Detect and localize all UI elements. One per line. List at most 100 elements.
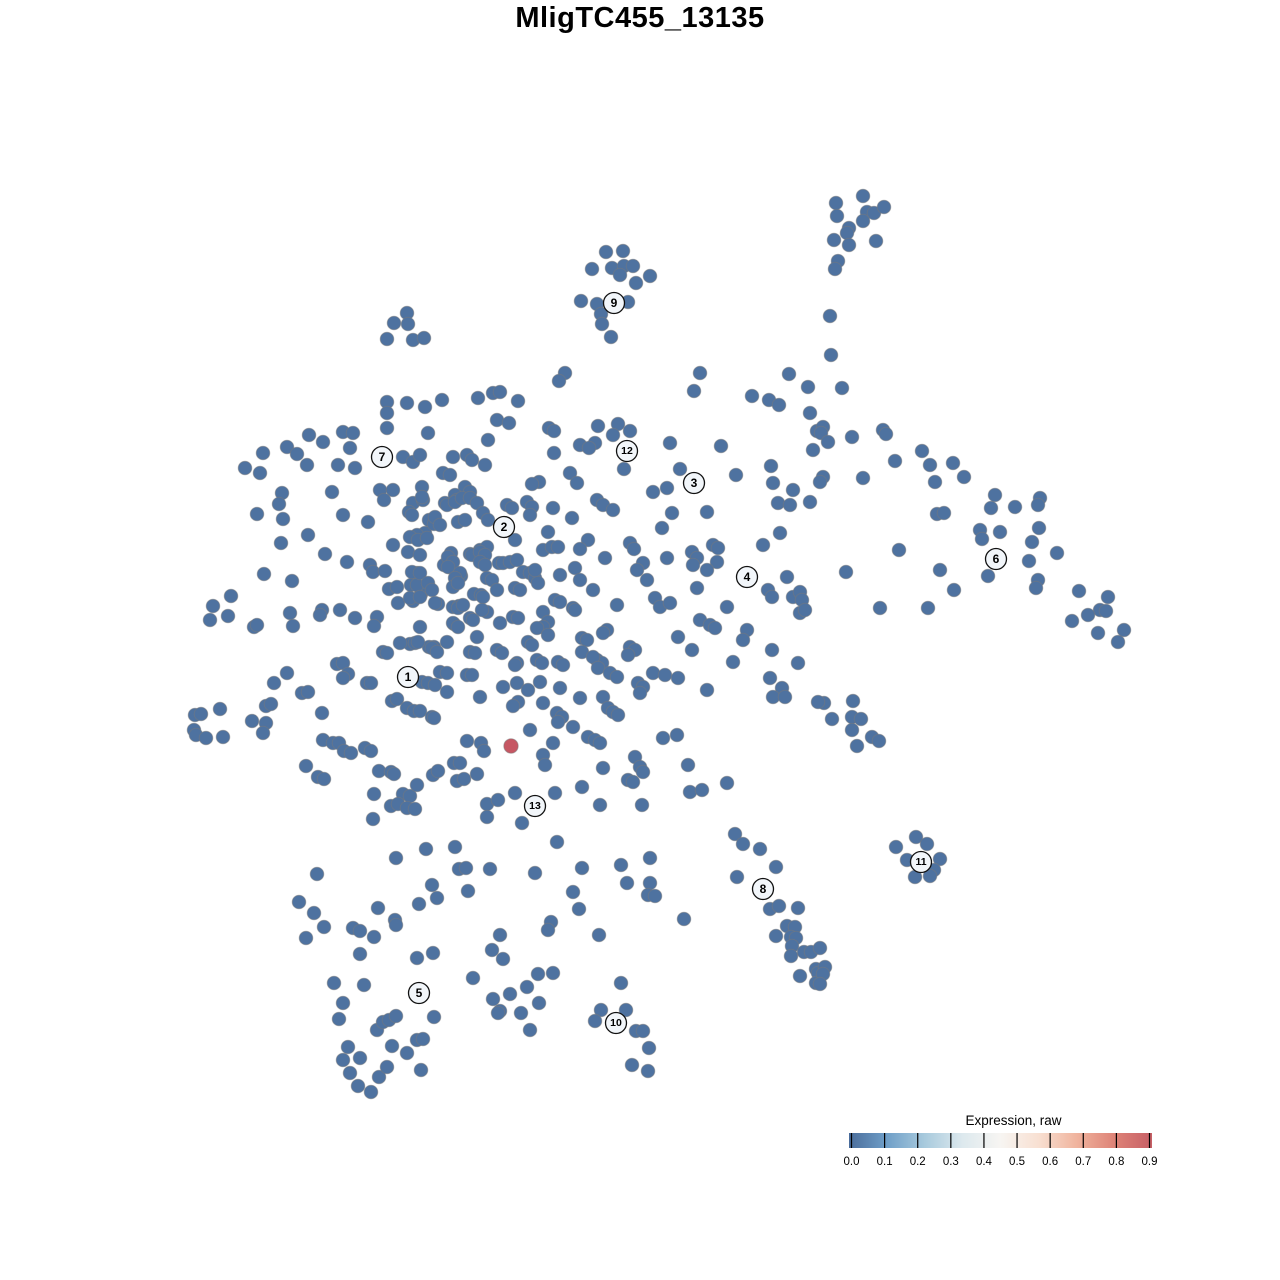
cluster-label-circle — [370, 445, 394, 469]
data-point — [635, 1023, 651, 1039]
data-point — [389, 691, 405, 707]
data-point — [470, 390, 486, 406]
data-point — [298, 758, 314, 774]
data-point — [655, 730, 671, 746]
data-point — [613, 857, 629, 873]
data-point — [489, 412, 505, 428]
data-point — [371, 1069, 387, 1085]
data-point — [507, 532, 523, 548]
data-point — [785, 482, 801, 498]
data-point — [594, 316, 610, 332]
data-point — [363, 743, 379, 759]
data-point — [249, 506, 265, 522]
data-point — [888, 839, 904, 855]
data-point — [458, 860, 474, 876]
data-point — [772, 525, 788, 541]
data-point — [657, 667, 673, 683]
data-point — [424, 582, 440, 598]
data-point — [603, 329, 619, 345]
data-point — [425, 945, 441, 961]
data-point — [640, 1063, 656, 1079]
data-point — [605, 502, 621, 518]
data-point — [551, 373, 567, 389]
data-point — [781, 366, 797, 382]
data-point — [574, 779, 590, 795]
data-point — [765, 475, 781, 491]
cluster-label-number: 13 — [529, 800, 541, 812]
data-point — [531, 995, 547, 1011]
data-point — [485, 991, 501, 1007]
data-point — [244, 713, 260, 729]
data-point — [417, 399, 433, 415]
data-point — [331, 1011, 347, 1027]
data-point — [412, 447, 428, 463]
data-point — [771, 397, 787, 413]
data-point — [439, 634, 455, 650]
data-point — [445, 449, 461, 465]
data-point — [426, 710, 442, 726]
cluster-label-number: 11 — [915, 856, 926, 868]
data-point — [569, 475, 585, 491]
data-point — [595, 625, 611, 641]
data-point — [676, 911, 692, 927]
data-point — [347, 460, 363, 476]
data-point — [427, 595, 443, 611]
data-point — [315, 434, 331, 450]
data-point — [537, 757, 553, 773]
data-point — [464, 667, 480, 683]
data-point — [613, 975, 629, 991]
data-point — [345, 425, 361, 441]
data-point — [685, 557, 701, 573]
data-point — [689, 580, 705, 596]
data-point — [919, 836, 935, 852]
data-point — [755, 537, 771, 553]
data-point — [439, 665, 455, 681]
data-point — [482, 861, 498, 877]
data-point — [908, 829, 924, 845]
data-point — [914, 443, 930, 459]
data-point — [477, 457, 493, 473]
data-point — [409, 777, 425, 793]
data-point — [735, 632, 751, 648]
data-point — [540, 524, 556, 540]
data-point — [379, 420, 395, 436]
data-point — [800, 379, 816, 395]
data-point — [400, 316, 416, 332]
data-point — [810, 694, 826, 710]
data-point — [922, 457, 938, 473]
data-point — [868, 233, 884, 249]
data-point — [388, 850, 404, 866]
data-point — [418, 841, 434, 857]
data-point — [429, 890, 445, 906]
legend-tick-label: 0.0 — [844, 1156, 860, 1168]
data-point — [249, 617, 265, 633]
data-point — [412, 589, 428, 605]
data-point — [379, 405, 395, 421]
data-point — [413, 1062, 429, 1078]
data-point — [279, 439, 295, 455]
legend-tick-label: 0.3 — [943, 1156, 959, 1168]
data-point — [379, 1059, 395, 1075]
data-point — [429, 644, 445, 660]
data-point — [317, 546, 333, 562]
data-point — [713, 438, 729, 454]
data-point — [540, 627, 556, 643]
data-point — [284, 573, 300, 589]
data-point — [412, 619, 428, 635]
data-point — [595, 760, 611, 776]
cluster-label-number: 4 — [744, 570, 751, 584]
data-point — [555, 657, 571, 673]
data-point — [936, 505, 952, 521]
cluster-label-12: 12 — [615, 439, 639, 463]
cluster-label-4: 4 — [735, 565, 759, 589]
data-point — [932, 851, 948, 867]
data-point — [626, 541, 642, 557]
data-point — [335, 670, 351, 686]
data-point — [546, 423, 562, 439]
data-point — [379, 645, 395, 661]
data-point — [805, 442, 821, 458]
legend-tick-label: 0.5 — [1009, 1156, 1025, 1168]
data-point — [719, 599, 735, 615]
data-point — [820, 434, 836, 450]
data-point — [790, 655, 806, 671]
